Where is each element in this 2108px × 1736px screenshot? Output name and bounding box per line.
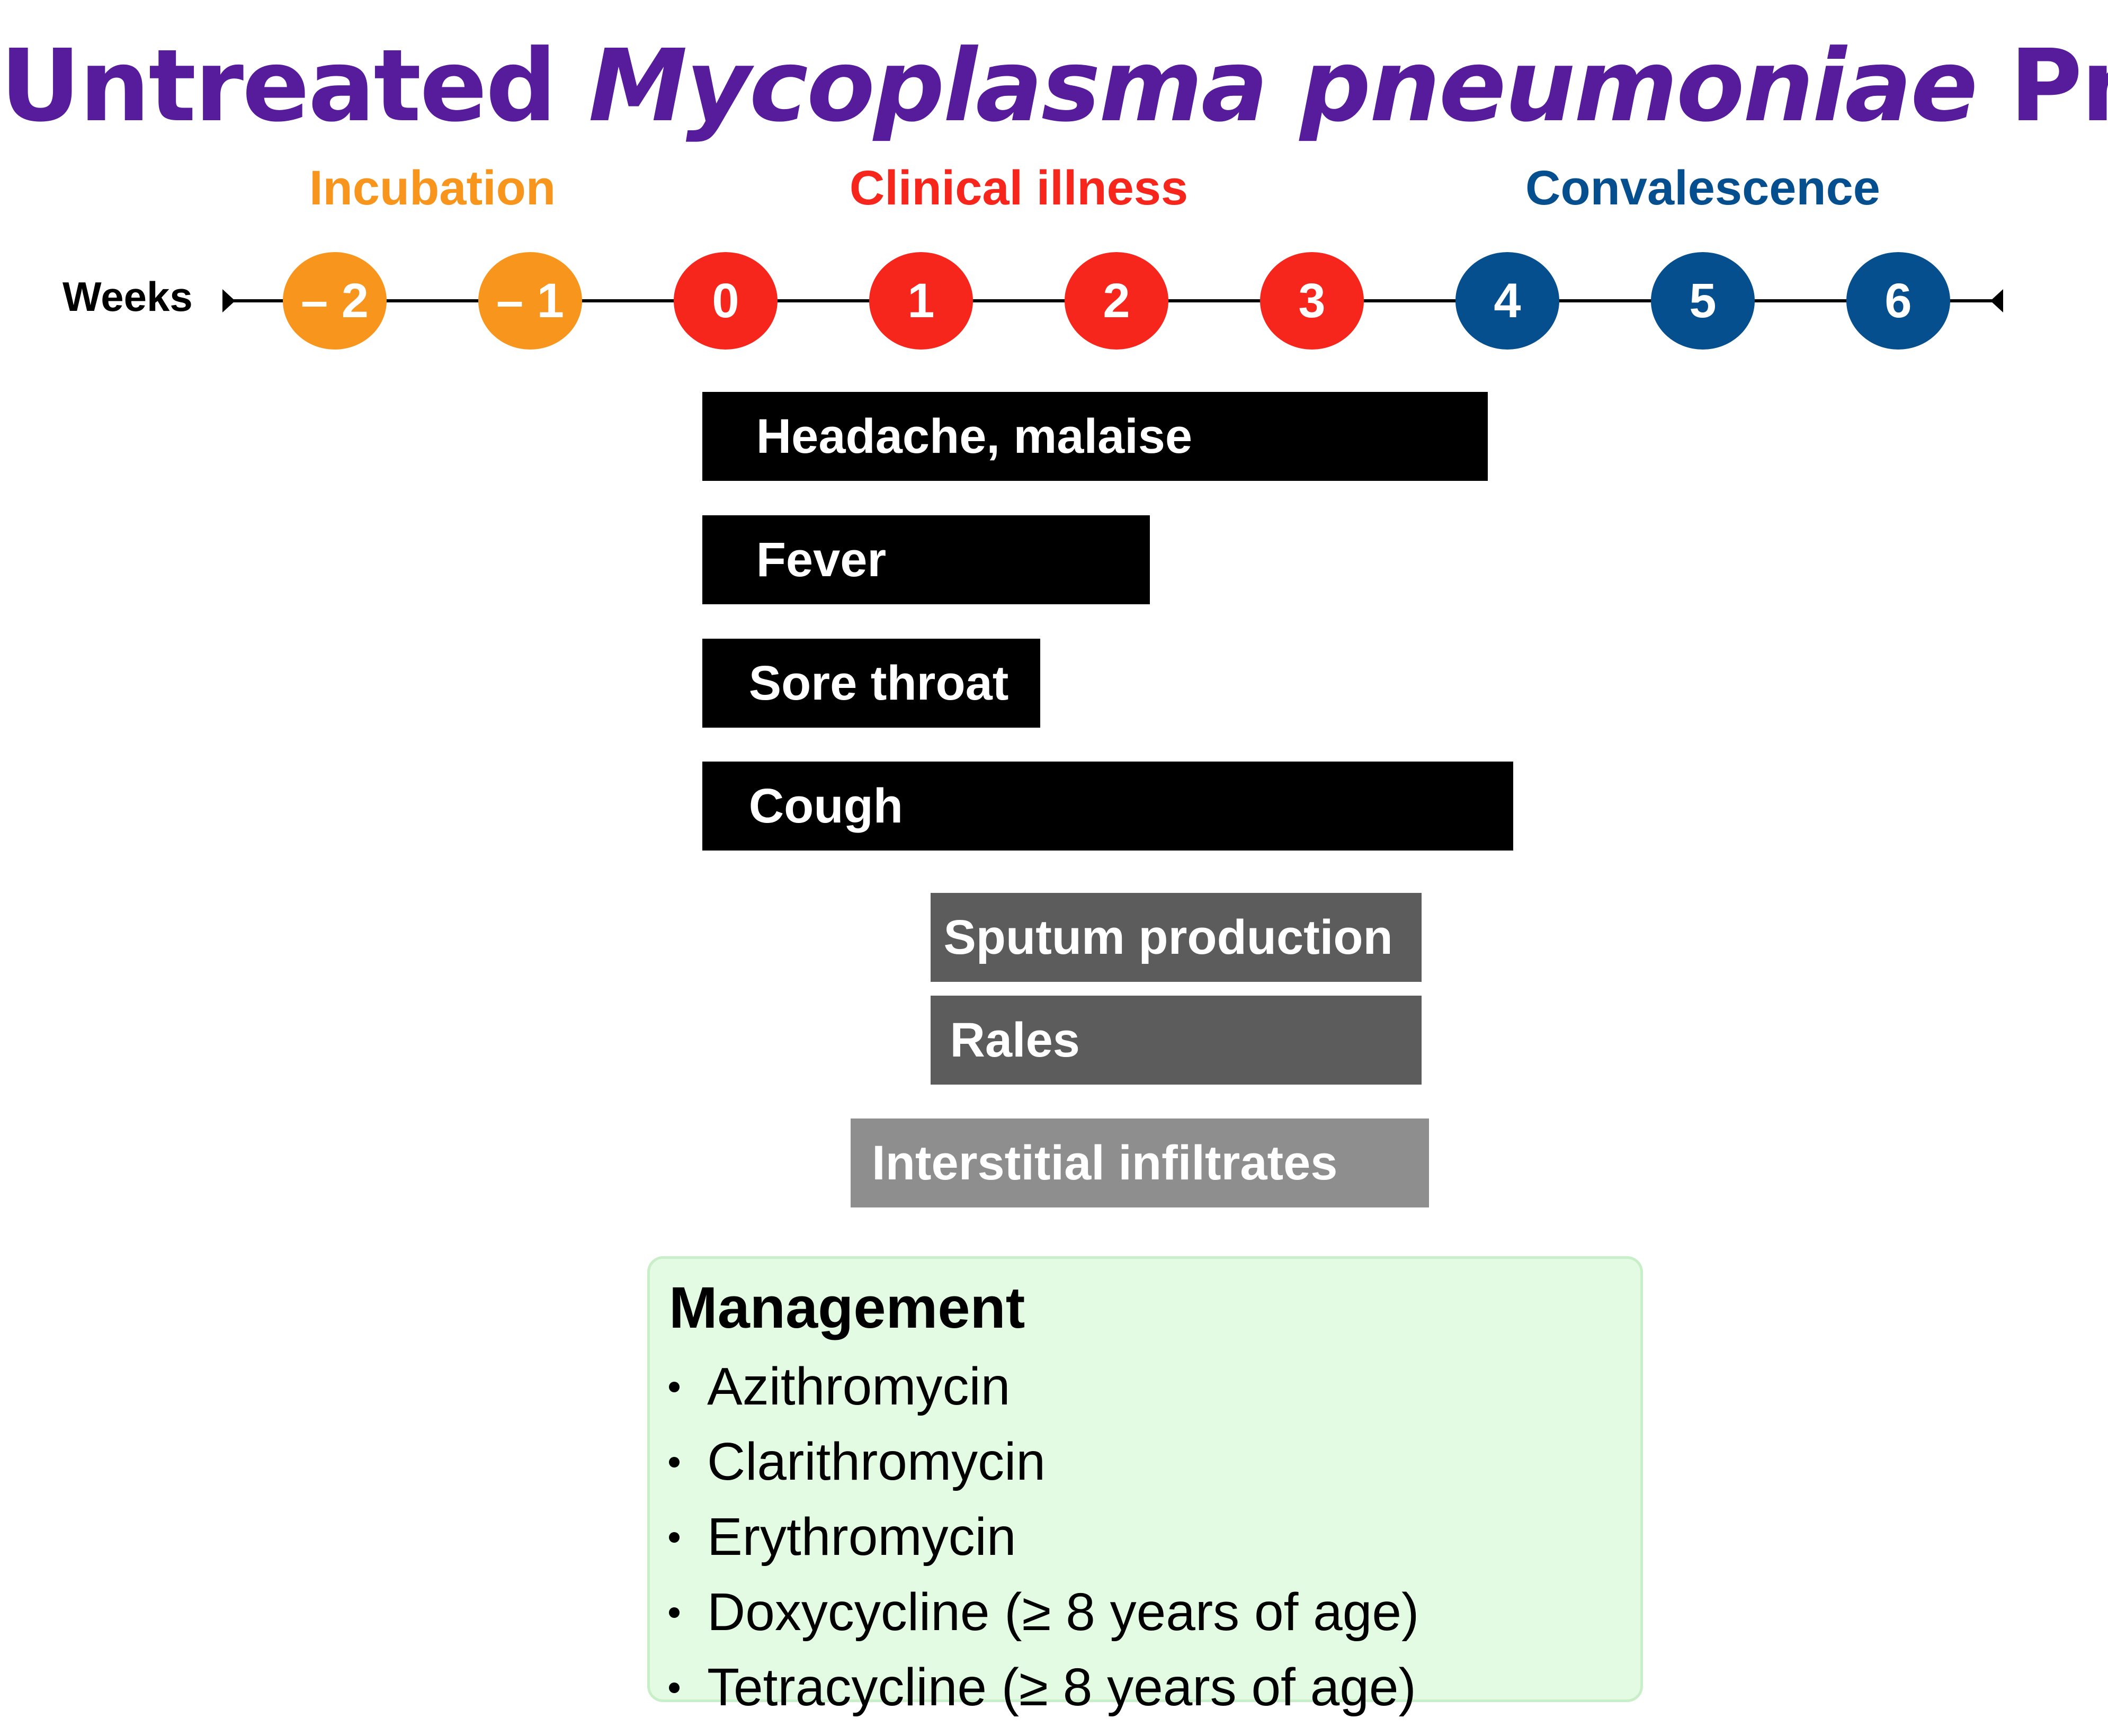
week-marker-minus-2: – 2	[283, 252, 387, 350]
management-item: Azithromycin	[669, 1349, 1419, 1424]
phase-label-convalescence: Convalescence	[1525, 161, 1880, 215]
management-item: Doxycycline (≥ 8 years of age)	[669, 1574, 1419, 1650]
axis-right-arrow-icon	[1990, 289, 2003, 312]
phase-label-incubation: Incubation	[309, 161, 556, 215]
bullet-icon	[669, 1532, 680, 1543]
bullet-icon	[669, 1607, 680, 1618]
symptom-bar-sputum-production: Sputum production	[931, 893, 1422, 982]
title-part-organism: Mycoplasma pneumoniae	[588, 28, 1978, 144]
symptom-bar-headache-malaise: Headache, malaise	[702, 392, 1488, 481]
week-marker-3: 3	[1260, 252, 1364, 350]
week-marker-minus-1: – 1	[478, 252, 582, 350]
week-marker-5: 5	[1651, 252, 1755, 350]
management-item-label: Doxycycline (≥ 8 years of age)	[707, 1582, 1419, 1642]
week-marker-6: 6	[1846, 252, 1950, 350]
management-item: Erythromycin	[669, 1499, 1419, 1574]
bullet-icon	[669, 1457, 680, 1467]
management-item-label: Azithromycin	[707, 1357, 1011, 1416]
management-item-label: Erythromycin	[707, 1507, 1016, 1567]
symptom-bar-rales: Rales	[931, 996, 1422, 1085]
symptom-bar-fever: Fever	[702, 515, 1150, 604]
management-list: Azithromycin Clarithromycin Erythromycin Do…	[669, 1349, 1419, 1725]
title-part-pneumonia: Pneumonia	[2009, 28, 2108, 144]
management-item-label: Clarithromycin	[707, 1432, 1046, 1491]
axis-left-arrow-icon	[222, 289, 235, 312]
symptom-bar-cough: Cough	[702, 762, 1514, 851]
management-item-label: Tetracycline (≥ 8 years of age)	[707, 1658, 1416, 1717]
week-marker-0: 0	[674, 252, 778, 350]
management-item: Clarithromycin	[669, 1424, 1419, 1499]
management-panel: Management Azithromycin Clarithromycin Ery…	[647, 1256, 1643, 1717]
title-part-untreated: Untreated	[0, 28, 557, 144]
bullet-icon	[669, 1683, 680, 1693]
management-item: Tetracycline (≥ 8 years of age)	[669, 1650, 1419, 1725]
weeks-axis-label: Weeks	[62, 273, 193, 320]
phase-label-clinical-illness: Clinical illness	[849, 161, 1189, 215]
week-marker-4: 4	[1455, 252, 1559, 350]
symptom-bar-sore-throat: Sore throat	[702, 639, 1041, 728]
bullet-icon	[669, 1382, 680, 1392]
symptom-bar-interstitial-infiltrates: Interstitial infiltrates	[851, 1118, 1430, 1207]
week-marker-2: 2	[1065, 252, 1168, 350]
management-title: Management	[669, 1275, 1025, 1340]
week-marker-1: 1	[869, 252, 973, 350]
diagram-title: Untreated Mycoplasma pneumoniae Pneumoni…	[0, 25, 2108, 147]
